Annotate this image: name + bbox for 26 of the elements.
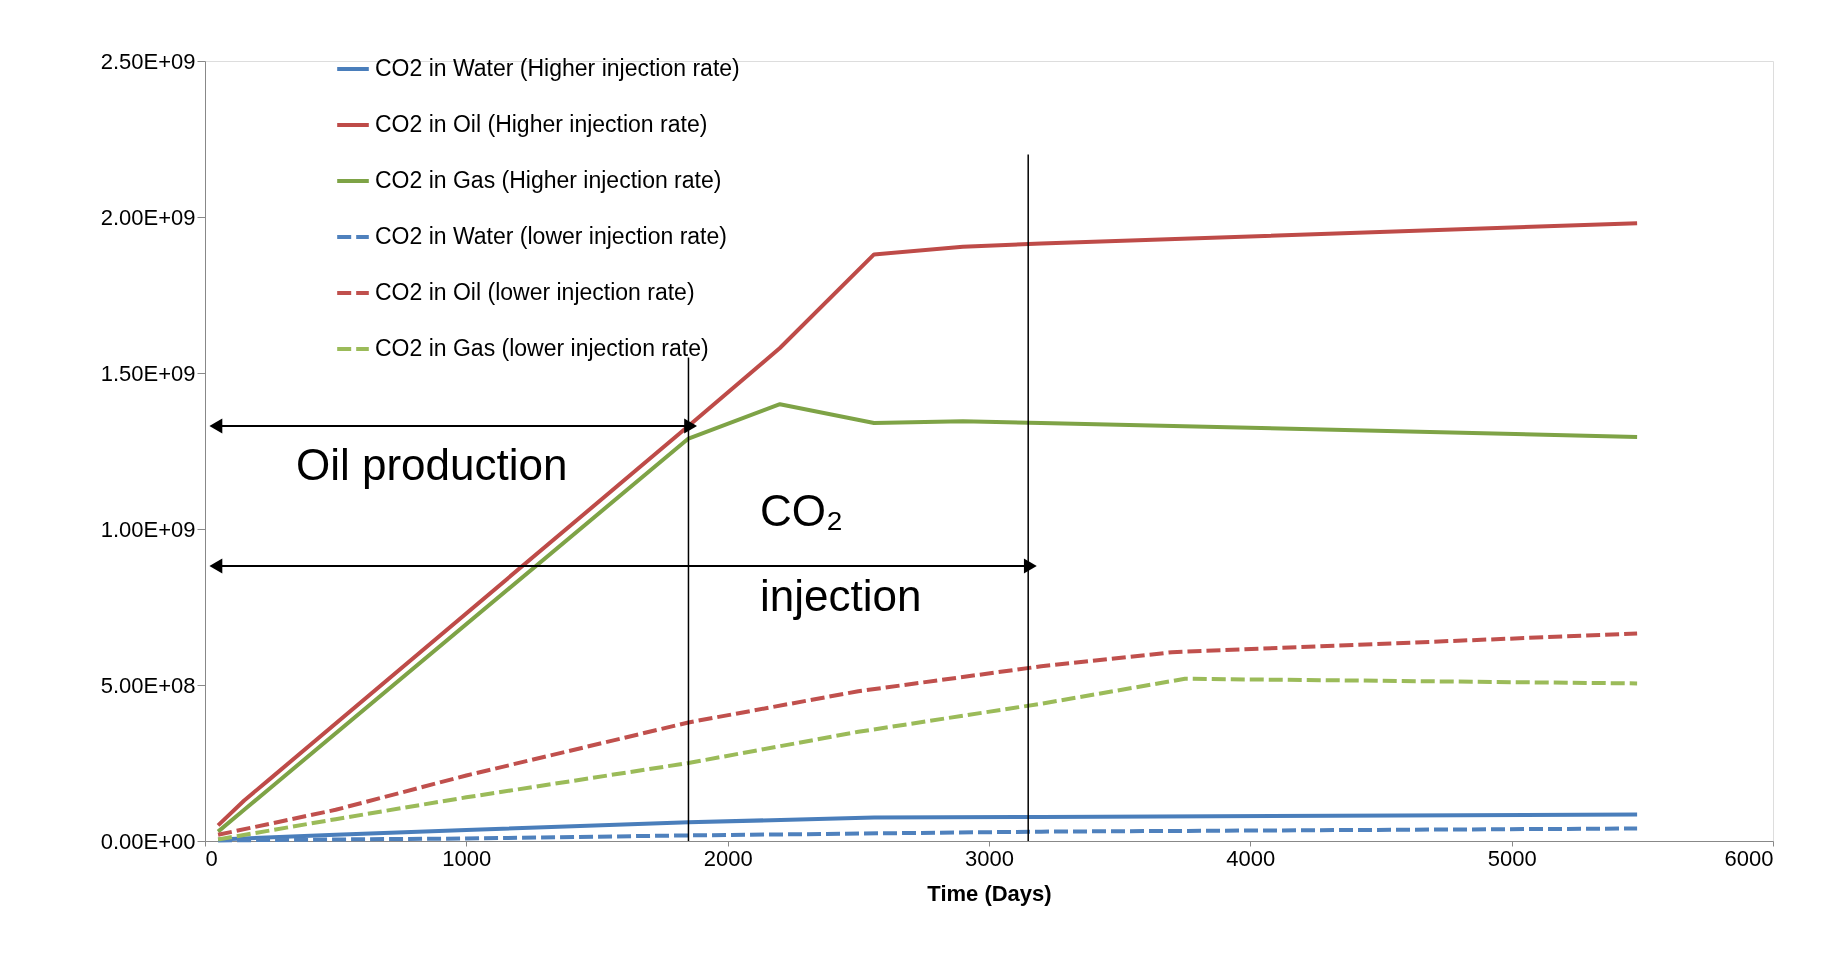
annotation: Oil production xyxy=(296,440,568,489)
x-tick-label: 4000 xyxy=(1226,845,1276,871)
x-tick-label: 1000 xyxy=(442,845,492,871)
x-tick-label: 2000 xyxy=(703,845,753,871)
y-tick-label: 1.50E+09 xyxy=(100,360,196,386)
legend-label: CO2 in Water (lower injection rate) xyxy=(375,223,727,249)
y-tick-label: 2.50E+09 xyxy=(100,48,196,74)
x-axis-title: Time (Days) xyxy=(927,880,1052,906)
x-tick-label: 5000 xyxy=(1487,845,1537,871)
legend-label: CO2 in Oil (Higher injection rate) xyxy=(375,111,708,137)
y-tick-label: 0.00E+00 xyxy=(100,828,196,854)
annotation: CO₂ injection xyxy=(760,486,922,620)
y-tick-label: 5.00E+08 xyxy=(100,672,196,698)
y-tick-label: 1.00E+09 xyxy=(100,516,196,542)
line-series xyxy=(216,221,1640,828)
x-tick-label: 3000 xyxy=(965,845,1014,871)
x-tick-label: 0 xyxy=(205,845,218,871)
line-series xyxy=(216,402,1640,834)
legend-label: CO2 in Water (Higher injection rate) xyxy=(375,55,740,81)
line-series xyxy=(216,676,1640,842)
line-series xyxy=(216,631,1640,837)
legend-label: CO2 in Oil (lower injection rate) xyxy=(375,279,695,305)
legend-label: CO2 in Gas (lower injection rate) xyxy=(375,335,709,361)
y-tick-label: 2.00E+09 xyxy=(100,204,196,230)
x-tick-label: 6000 xyxy=(1724,845,1774,871)
legend-label: CO2 in Gas (Higher injection rate) xyxy=(375,167,722,193)
